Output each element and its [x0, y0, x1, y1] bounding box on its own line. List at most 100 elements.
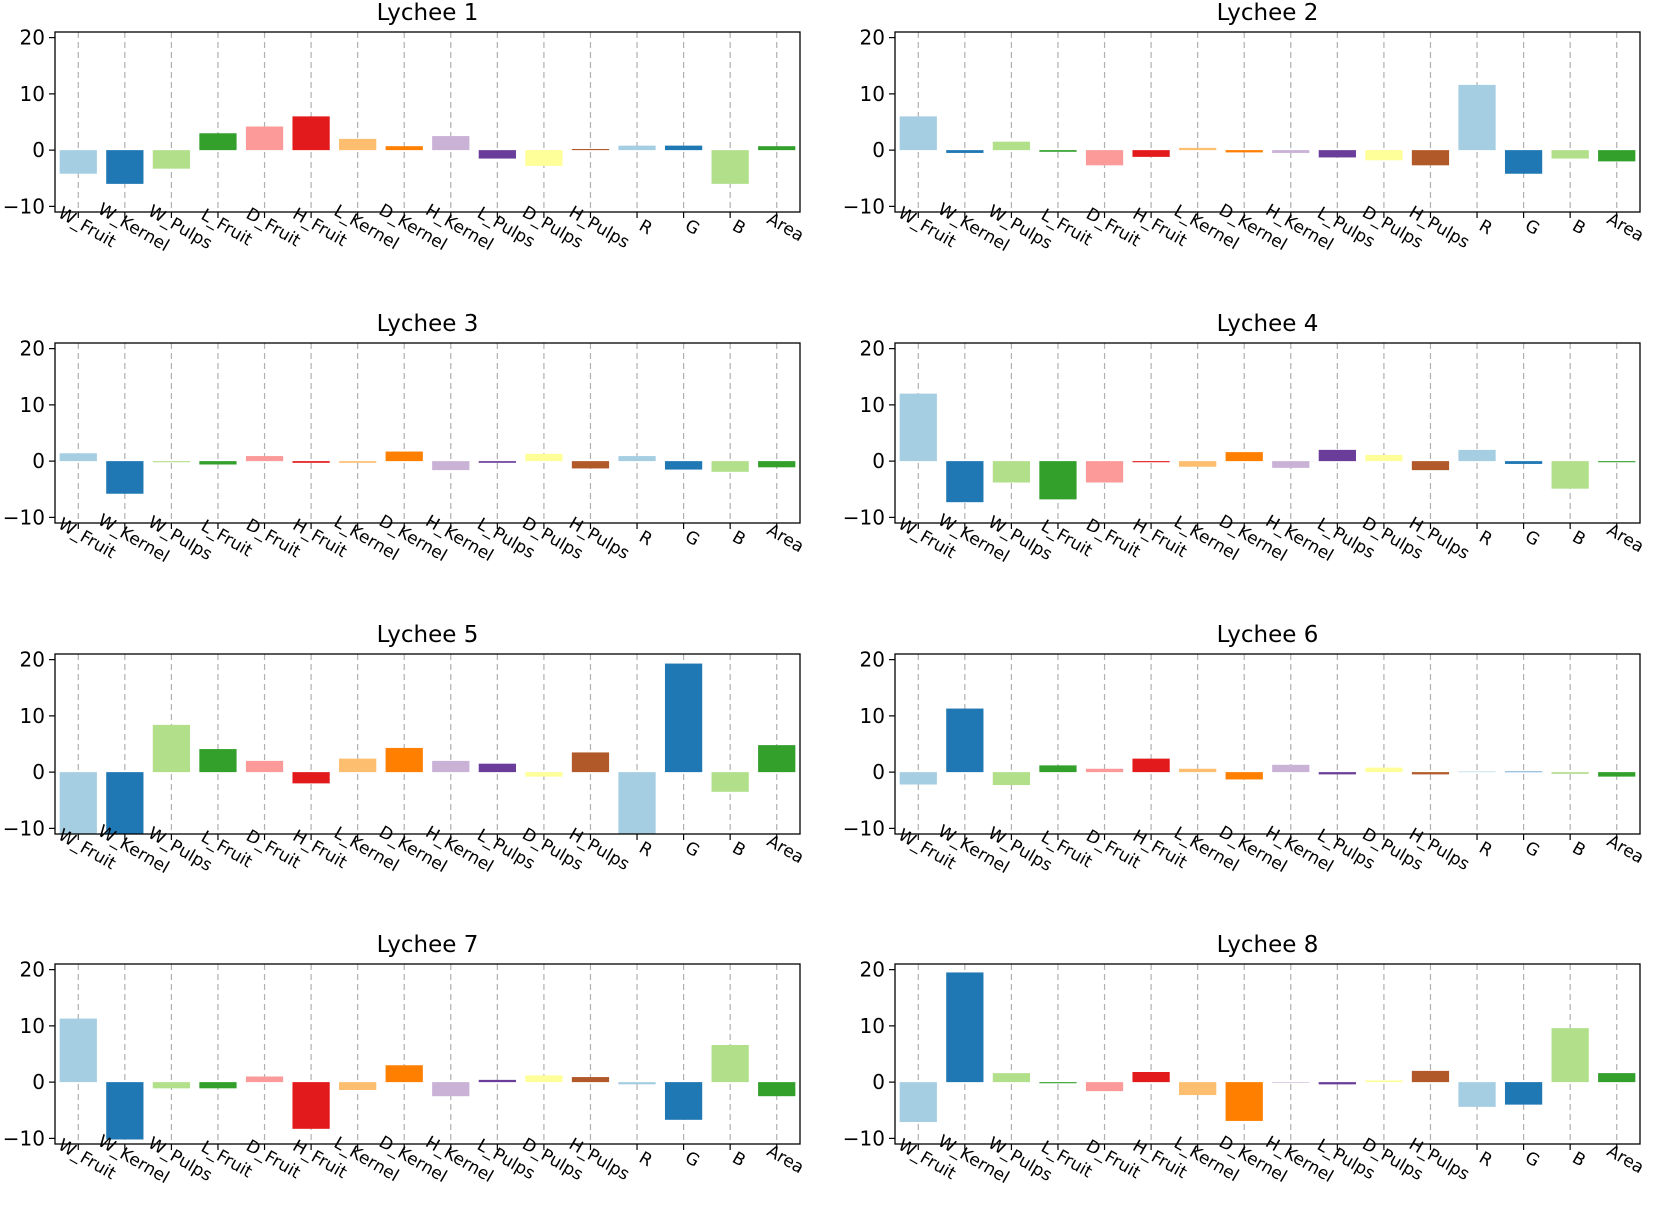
bar-h-fruit: [1132, 1072, 1170, 1083]
bar-area: [758, 146, 796, 151]
bar-l-pulps: [478, 1079, 516, 1083]
bar-l-pulps: [1318, 150, 1356, 158]
subplot-title: Lychee 4: [1217, 311, 1319, 337]
ytick-label: 20: [860, 337, 885, 361]
xtick-label: G: [1521, 216, 1542, 240]
subplot-title: Lychee 8: [1217, 932, 1319, 958]
ytick-label: 0: [872, 1070, 885, 1094]
bar-w-pulps: [992, 1073, 1031, 1083]
bar-r: [1458, 449, 1496, 462]
ytick-label: −10: [843, 194, 885, 218]
bar-area: [1598, 772, 1636, 777]
bar-d-pulps: [1365, 150, 1403, 161]
bar-r: [1458, 1082, 1496, 1107]
bar-area: [758, 745, 796, 773]
bar-b: [1551, 150, 1589, 159]
bar-l-kernel: [339, 758, 377, 773]
bar-b: [711, 461, 749, 472]
subplot-title: Lychee 7: [377, 932, 479, 958]
ytick-label: 0: [32, 449, 45, 473]
bar-l-fruit: [199, 1082, 237, 1089]
xtick-label: G: [1521, 1148, 1542, 1172]
bar-w-kernel: [106, 150, 144, 184]
ytick-label: 10: [860, 704, 885, 728]
bar-l-fruit: [1039, 1082, 1077, 1084]
ytick-label: 10: [20, 704, 45, 728]
bar-w-kernel: [106, 1082, 144, 1140]
bar-g: [664, 461, 703, 470]
bar-g: [664, 145, 703, 151]
xtick-label: G: [1521, 838, 1542, 862]
xtick-label: R: [1475, 527, 1495, 550]
ytick-label: 0: [872, 760, 885, 784]
ytick-label: 0: [872, 138, 885, 162]
bar-area: [1598, 1073, 1636, 1083]
ytick-label: 10: [20, 82, 45, 106]
bar-r: [618, 772, 656, 834]
ytick-label: 0: [32, 760, 45, 784]
bar-r: [618, 1082, 656, 1085]
subplot-lychee-4: −1001020W_FruitW_KernelW_PulpsL_FruitD_F…: [843, 311, 1647, 567]
xtick-label: G: [681, 838, 702, 862]
xtick-label: G: [681, 527, 702, 551]
ytick-label: 10: [860, 1014, 885, 1038]
xtick-label: R: [635, 216, 655, 239]
subplot-lychee-5: −1001020W_FruitW_KernelW_PulpsL_FruitD_F…: [3, 622, 807, 878]
axes-frame: [54, 31, 801, 213]
bar-w-kernel: [106, 461, 144, 494]
bar-d-pulps: [1365, 454, 1403, 462]
bar-l-kernel: [1179, 1082, 1217, 1096]
bar-l-pulps: [478, 150, 516, 159]
bar-d-kernel: [1225, 150, 1263, 153]
bar-h-pulps: [571, 149, 610, 151]
subplot-lychee-8: −1001020W_FruitW_KernelW_PulpsL_FruitD_F…: [843, 932, 1647, 1188]
bar-g: [1504, 461, 1543, 464]
ytick-label: −10: [843, 816, 885, 840]
bar-h-pulps: [571, 1077, 610, 1083]
bar-w-fruit: [59, 772, 97, 834]
subplot-lychee-6: −1001020W_FruitW_KernelW_PulpsL_FruitD_F…: [843, 622, 1647, 878]
bar-h-kernel: [432, 760, 470, 773]
axes-frame: [54, 342, 801, 524]
bar-h-kernel: [432, 1082, 470, 1097]
xtick-label: R: [635, 1148, 655, 1171]
bar-w-kernel: [946, 708, 984, 773]
bar-h-kernel: [1272, 1082, 1310, 1083]
bar-l-fruit: [199, 749, 237, 773]
xtick-label: Area: [1603, 209, 1647, 246]
bar-d-kernel: [385, 747, 423, 773]
axes-frame: [894, 963, 1641, 1145]
bar-w-fruit: [59, 150, 97, 174]
bar-d-kernel: [385, 451, 423, 462]
bar-r: [1458, 771, 1496, 773]
bar-area: [758, 461, 796, 468]
bar-h-pulps: [571, 752, 610, 773]
bar-l-fruit: [1039, 461, 1077, 500]
bar-l-kernel: [1179, 147, 1217, 151]
bar-b: [711, 1045, 749, 1083]
xtick-label: B: [729, 838, 749, 861]
bar-l-pulps: [1318, 1082, 1356, 1085]
bar-b: [711, 772, 749, 792]
subplot-title: Lychee 3: [377, 311, 479, 337]
bar-d-fruit: [245, 760, 284, 773]
bar-w-fruit: [899, 772, 937, 785]
bar-d-kernel: [1225, 772, 1263, 780]
bar-w-pulps: [992, 772, 1031, 786]
bar-d-pulps: [1365, 1080, 1403, 1083]
bar-d-fruit: [1085, 150, 1124, 166]
bar-d-pulps: [525, 1075, 563, 1083]
bar-h-pulps: [1411, 461, 1450, 471]
ytick-label: 10: [860, 82, 885, 106]
xtick-label: R: [1475, 216, 1495, 239]
bar-h-pulps: [571, 461, 610, 469]
bar-l-fruit: [1039, 765, 1077, 773]
xtick-label: Area: [763, 1141, 807, 1178]
bar-h-fruit: [1132, 150, 1170, 157]
xtick-label: Area: [1603, 520, 1647, 557]
bar-l-fruit: [199, 461, 237, 465]
xtick-label: R: [635, 527, 655, 550]
xtick-label: B: [729, 216, 749, 239]
xtick-label: B: [729, 527, 749, 550]
bar-d-pulps: [525, 772, 563, 777]
